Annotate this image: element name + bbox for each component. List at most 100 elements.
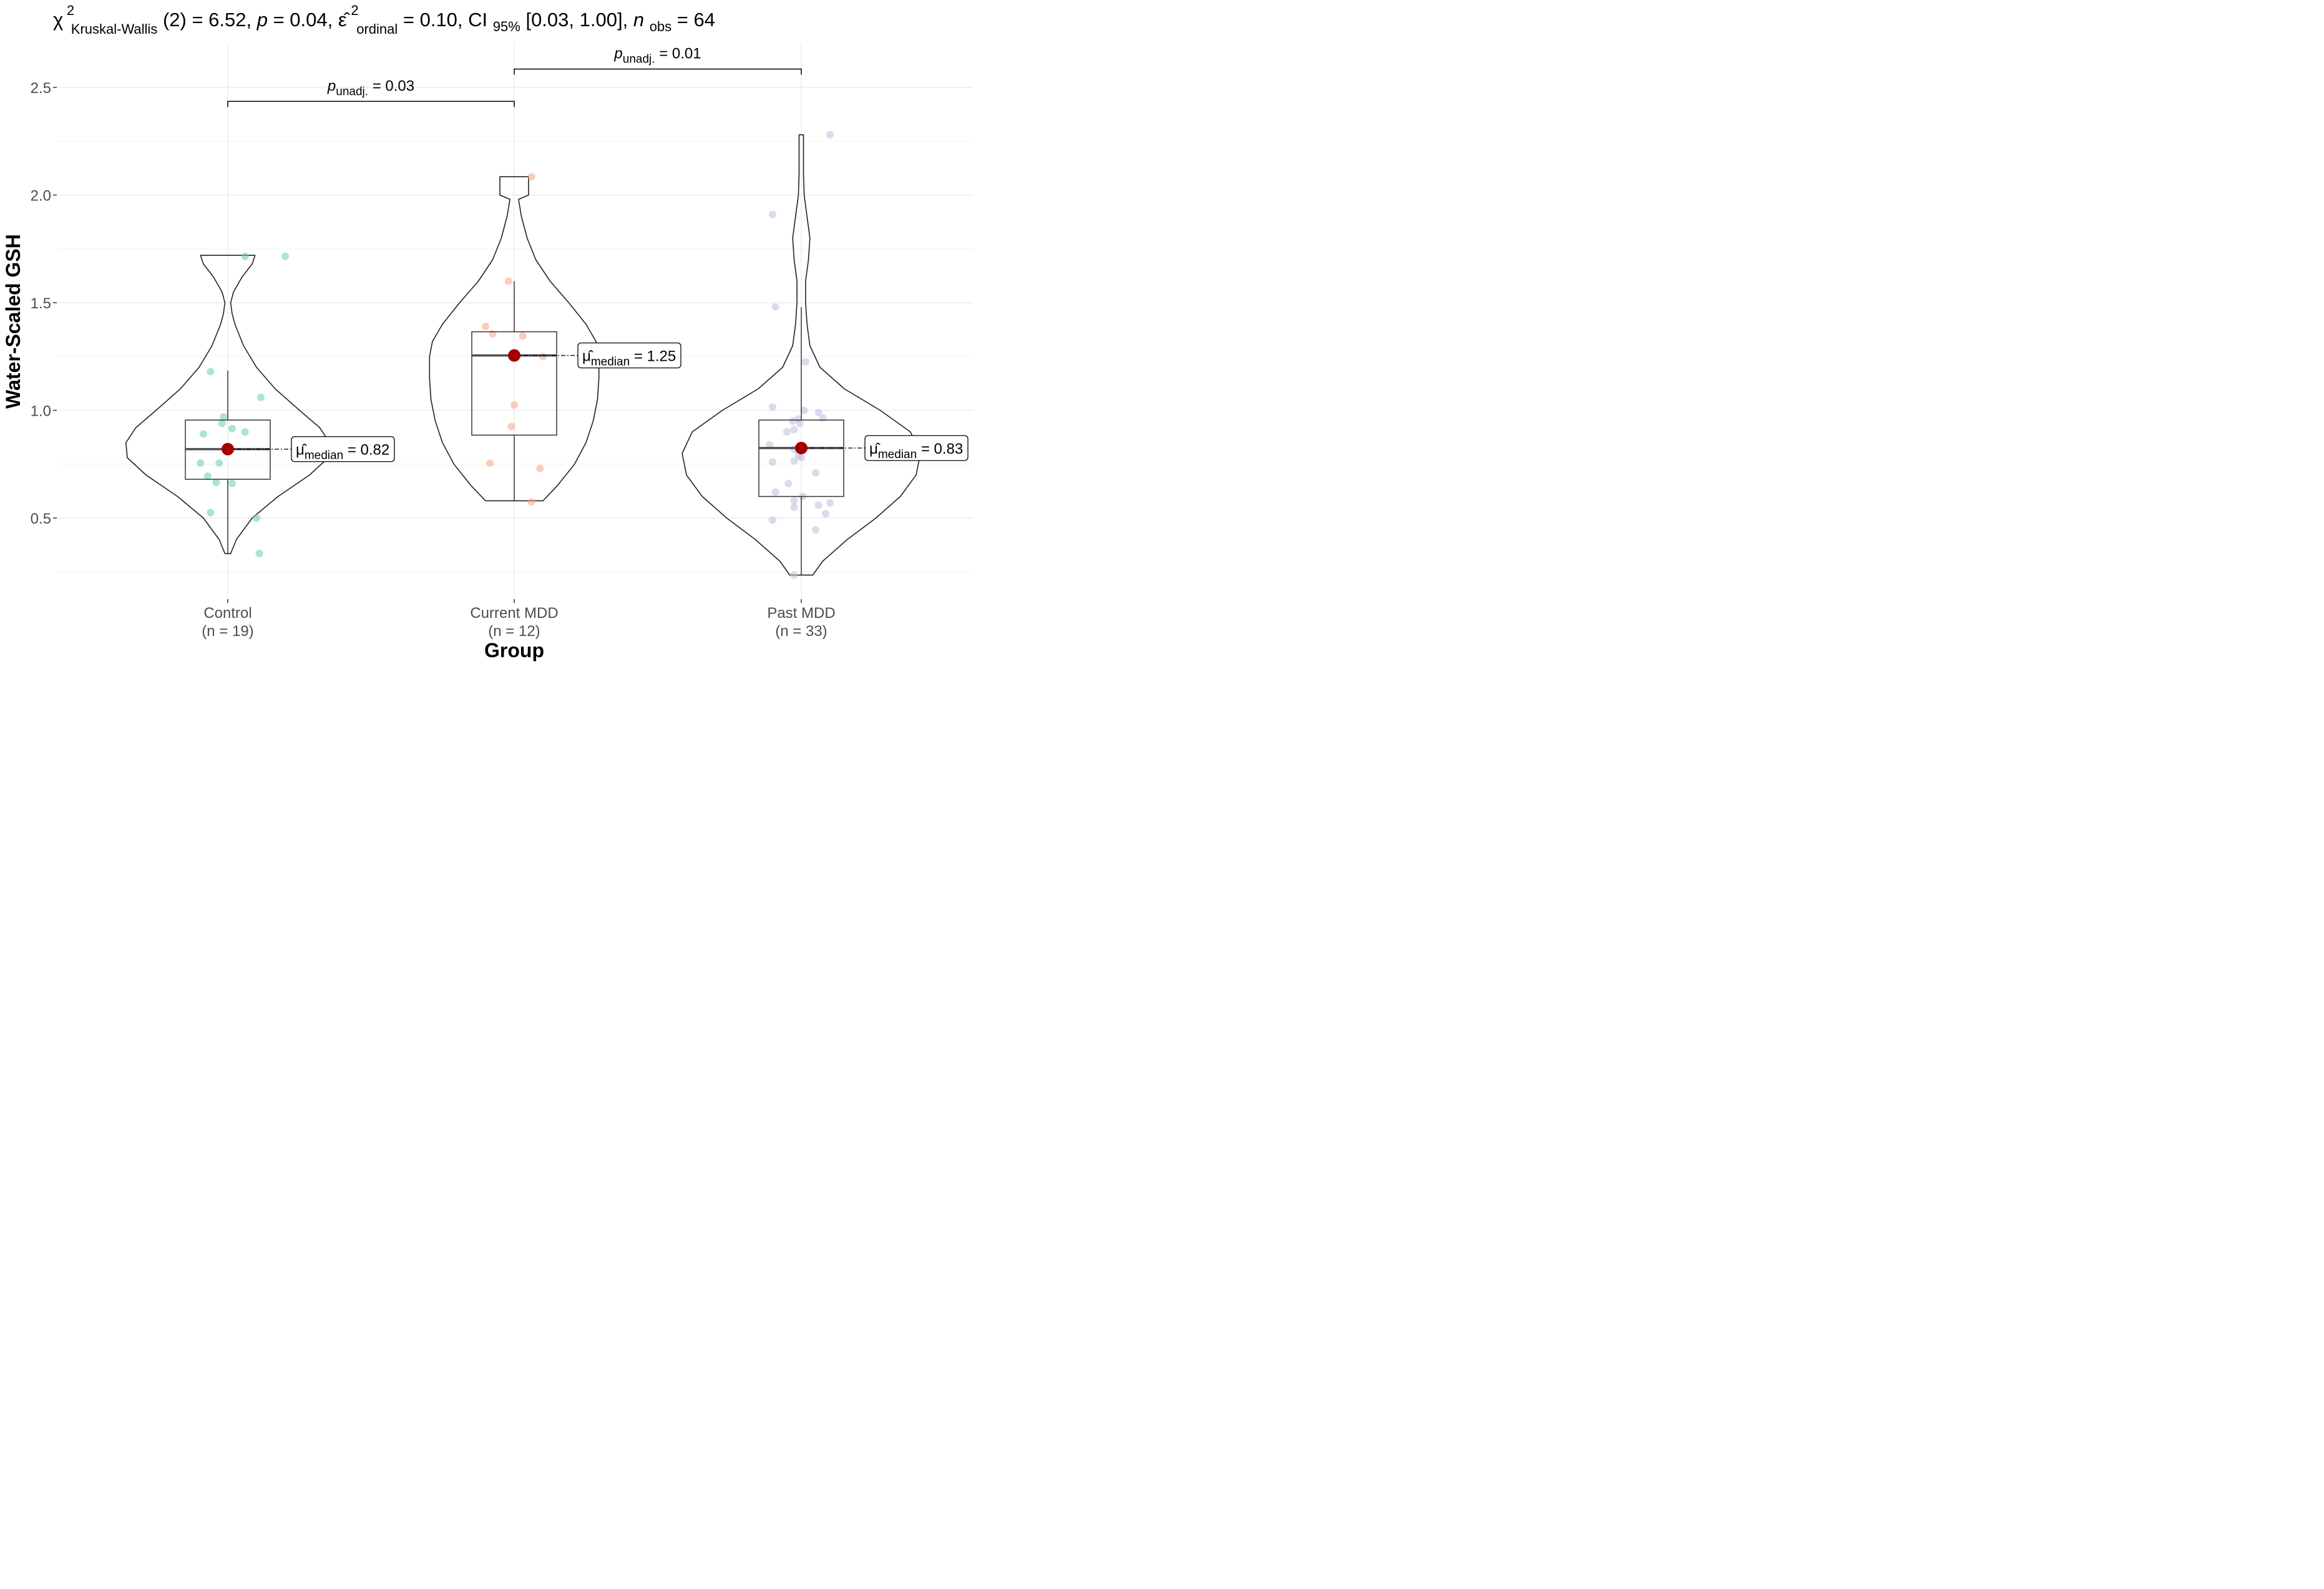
data-point bbox=[519, 332, 527, 340]
data-point bbox=[766, 441, 774, 449]
title-p-text: = 0.04, bbox=[273, 9, 338, 31]
chart-title: χ 2 Kruskal-Wallis (2) = 6.52, p = 0.04,… bbox=[53, 0, 715, 38]
title-eps-text: = 0.10, CI bbox=[403, 9, 487, 31]
data-point bbox=[241, 428, 249, 436]
data-point bbox=[812, 469, 819, 477]
data-point bbox=[790, 497, 798, 505]
median-markers: μ̂median = 0.82μ̂median = 1.25μ̂median =… bbox=[222, 342, 969, 462]
data-point bbox=[228, 424, 236, 433]
title-eps-symbol: ε̂ bbox=[338, 9, 351, 31]
data-point bbox=[826, 130, 834, 139]
x-tick-label: Past MDD bbox=[767, 605, 835, 622]
x-tick-count-label: (n = 19) bbox=[202, 623, 253, 640]
data-point bbox=[539, 353, 547, 361]
x-tick-count-label: (n = 33) bbox=[775, 623, 827, 640]
data-point bbox=[507, 423, 515, 431]
x-tick-label: Control bbox=[203, 605, 251, 622]
x-tick-count-label: (n = 12) bbox=[488, 623, 540, 640]
comparison-label: punadj. = 0.01 bbox=[613, 46, 701, 66]
title-ci-text: [0.03, 1.00], bbox=[525, 9, 633, 31]
data-point bbox=[220, 413, 228, 421]
data-point bbox=[527, 498, 535, 506]
data-point bbox=[790, 503, 798, 511]
data-point bbox=[253, 514, 260, 522]
data-point bbox=[241, 252, 249, 260]
median-point bbox=[222, 442, 234, 456]
data-point bbox=[199, 430, 207, 438]
data-point bbox=[207, 368, 215, 376]
title-n-sub: obs bbox=[650, 19, 671, 34]
data-point bbox=[826, 499, 834, 507]
title-eps-sub: ordinal bbox=[356, 21, 398, 37]
data-point bbox=[197, 459, 205, 467]
median-label: μ̂median = 1.25 bbox=[582, 348, 676, 369]
median-mu-symbol: μ̂ bbox=[582, 348, 593, 365]
data-point bbox=[281, 252, 289, 260]
y-axis: 0.5 1.0 1.5 2.0 2.5 bbox=[31, 80, 57, 527]
y-tick-label: 0.5 bbox=[31, 511, 51, 527]
median-sub: median bbox=[305, 449, 343, 462]
data-point bbox=[784, 479, 793, 487]
data-point bbox=[819, 414, 827, 422]
median-point bbox=[508, 349, 520, 362]
title-ci-sub: 95% bbox=[493, 19, 520, 34]
data-point bbox=[812, 526, 819, 534]
data-point bbox=[769, 403, 776, 411]
median-mu-symbol: μ̂ bbox=[869, 441, 881, 457]
title-chi-symbol: χ bbox=[53, 9, 63, 31]
data-point bbox=[769, 210, 776, 218]
data-point bbox=[783, 428, 791, 436]
data-point bbox=[789, 417, 797, 425]
median-mu-symbol: μ̂ bbox=[296, 442, 307, 459]
data-point bbox=[771, 488, 779, 496]
title-n-symbol: n bbox=[633, 9, 644, 31]
y-tick-label: 1.0 bbox=[31, 403, 51, 420]
comparison-p-value: = 0.03 bbox=[368, 77, 414, 94]
box-iqr bbox=[471, 331, 557, 436]
data-point bbox=[510, 401, 518, 409]
title-chi-sup: 2 bbox=[67, 2, 74, 18]
data-point bbox=[255, 549, 263, 557]
data-point bbox=[769, 458, 776, 466]
median-point bbox=[795, 441, 808, 454]
data-point bbox=[215, 459, 223, 467]
data-point bbox=[489, 330, 497, 338]
title-p-symbol: p bbox=[256, 9, 268, 31]
comparison-p-symbol: p bbox=[327, 77, 336, 94]
median-label-box bbox=[291, 436, 395, 462]
median-sub: median bbox=[878, 448, 917, 461]
data-point bbox=[256, 393, 265, 401]
violin-outline bbox=[429, 176, 600, 502]
data-point bbox=[536, 464, 544, 472]
data-point bbox=[822, 510, 830, 518]
title-chi-sub: Kruskal-Wallis bbox=[71, 21, 158, 37]
data-point bbox=[504, 277, 512, 285]
median-label-box bbox=[864, 435, 969, 461]
median-value-text: = 0.82 bbox=[343, 442, 389, 459]
data-point bbox=[228, 479, 236, 487]
median-value-text: = 1.25 bbox=[630, 348, 676, 365]
grid bbox=[57, 42, 974, 599]
comparison-p-sub: unadj. bbox=[336, 85, 368, 98]
data-point bbox=[800, 406, 808, 414]
violin-outline bbox=[681, 134, 921, 576]
median-sub: median bbox=[591, 356, 630, 369]
data-point bbox=[790, 426, 798, 434]
title-n-text: = 64 bbox=[677, 9, 715, 31]
box-iqr bbox=[758, 419, 844, 497]
y-axis-title: Water-Scaled GSH bbox=[2, 234, 24, 409]
comparison-bracket bbox=[227, 100, 515, 107]
data-point bbox=[218, 419, 226, 428]
data-point bbox=[814, 409, 823, 416]
x-axis-title: Group bbox=[484, 639, 544, 662]
data-point bbox=[771, 303, 779, 311]
median-label: μ̂median = 0.83 bbox=[869, 441, 963, 461]
data-point bbox=[203, 472, 212, 480]
data-point bbox=[790, 457, 798, 465]
x-axis: Control(n = 19) Current MDD(n = 12) Past M… bbox=[202, 599, 836, 640]
comparison-p-value: = 0.01 bbox=[655, 46, 701, 62]
data-point bbox=[801, 358, 809, 366]
comparison-bracket bbox=[514, 68, 802, 75]
comparison-label: punadj. = 0.03 bbox=[327, 77, 414, 98]
